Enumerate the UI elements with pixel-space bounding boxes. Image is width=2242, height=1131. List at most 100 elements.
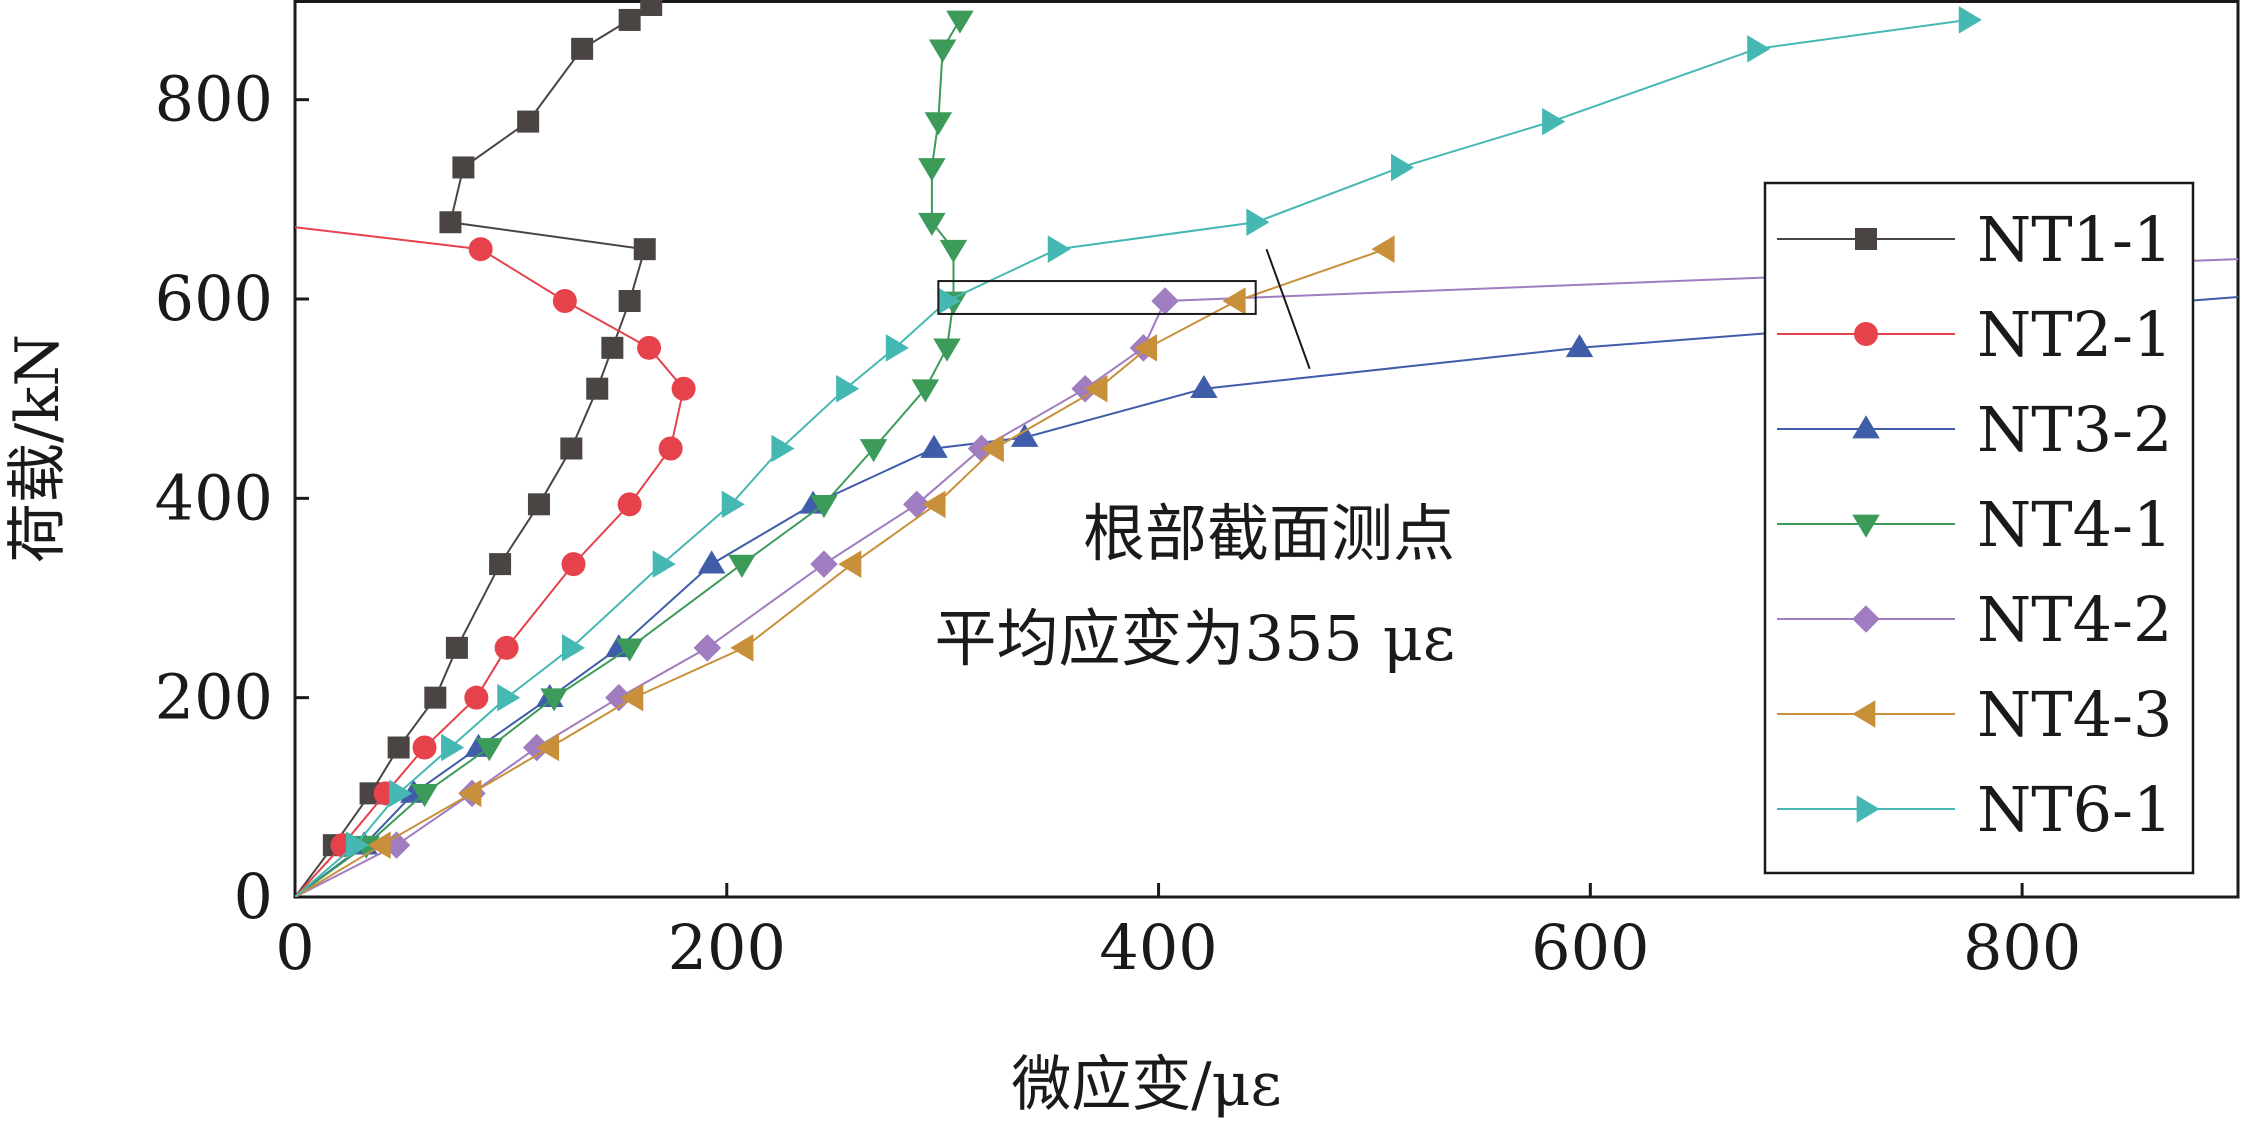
data-point: [389, 779, 413, 808]
data-point: [1246, 208, 1270, 237]
y-axis-ticks: 0 200 400 600 800: [155, 63, 309, 933]
data-point: [464, 685, 489, 710]
data-point: [810, 550, 838, 578]
data-point: [640, 0, 663, 16]
x-tick-label: 600: [1531, 911, 1649, 984]
data-point: [615, 638, 644, 662]
data-point: [441, 733, 465, 762]
data-point: [560, 437, 583, 460]
data-point: [410, 783, 439, 808]
series-NT4-3: [295, 235, 1395, 897]
y-tick-label: 200: [155, 661, 273, 734]
data-point: [412, 735, 437, 760]
data-point: [885, 334, 909, 362]
data-point: [693, 634, 722, 662]
data-point: [1151, 287, 1179, 315]
data-point: [561, 634, 586, 662]
data-point: [771, 434, 795, 463]
series-line: [295, 18, 1969, 897]
series-layer: [295, 0, 2238, 897]
legend-item: NT4-1: [1777, 488, 2172, 561]
data-point: [1565, 334, 1594, 358]
legend-swatch-marker: [1852, 605, 1880, 633]
data-point: [452, 156, 475, 179]
y-tick-label: 400: [155, 461, 273, 534]
data-point: [730, 634, 754, 662]
data-point: [497, 683, 521, 712]
data-point: [346, 831, 370, 859]
data-point: [1190, 374, 1218, 399]
legend: NT1-1 NT2-1 NT3-2 NT4-1 NT4-2 NT4-3 NT6-1: [1763, 181, 2195, 875]
data-point: [527, 493, 550, 516]
annotation-pointer: [1265, 248, 1311, 370]
legend-swatch-marker: [1852, 415, 1880, 439]
data-point: [458, 779, 482, 808]
data-point: [728, 554, 756, 578]
legend-item: NT6-1: [1777, 773, 2172, 846]
data-point: [561, 552, 586, 577]
data-point: [535, 733, 560, 762]
data-point: [658, 436, 683, 461]
data-point: [937, 287, 961, 315]
data-point: [475, 738, 504, 762]
legend-item: NT4-2: [1777, 583, 2172, 656]
series-NT6-1: [295, 6, 1982, 897]
data-point: [424, 686, 447, 709]
legend-swatch-marker: [1854, 322, 1878, 346]
x-tick-label: 200: [668, 911, 786, 984]
x-axis-ticks: 0 200 400 600 800: [275, 883, 2081, 984]
series-line: [295, 4, 652, 897]
data-point: [652, 550, 676, 578]
data-point: [586, 377, 609, 400]
x-tick-label: 400: [1099, 911, 1217, 984]
data-point: [697, 550, 726, 574]
data-point: [1047, 235, 1071, 263]
data-point: [618, 289, 641, 312]
data-point: [1542, 107, 1566, 136]
data-point: [571, 37, 594, 60]
data-point: [439, 211, 462, 234]
data-point: [903, 490, 931, 519]
legend-label: NT3-2: [1977, 393, 2172, 466]
data-point: [367, 831, 391, 859]
data-point: [810, 494, 838, 519]
series-NT1-1: [295, 0, 663, 897]
legend-label: NT1-1: [1977, 203, 2172, 276]
legend-item: NT3-2: [1777, 393, 2172, 466]
data-point: [911, 379, 940, 403]
legend-label: NT4-2: [1977, 583, 2172, 656]
x-tick-label: 0: [275, 911, 314, 984]
data-point: [633, 238, 656, 261]
series-line: [295, 248, 1386, 897]
data-point: [489, 553, 512, 576]
data-point: [918, 158, 946, 182]
data-point: [1747, 35, 1771, 63]
data-point: [620, 683, 644, 712]
x-tick-label: 800: [1963, 911, 2081, 984]
data-point: [517, 110, 540, 133]
x-axis-label: 微应变/με: [1011, 1050, 1281, 1120]
data-point: [1958, 6, 1982, 34]
annotation-box: [937, 280, 1257, 315]
data-point: [618, 8, 641, 31]
data-point: [1134, 334, 1158, 362]
data-point: [980, 434, 1004, 463]
y-axis-label: 荷载/kN: [3, 334, 73, 563]
data-point: [445, 636, 468, 659]
y-tick-label: 600: [155, 262, 273, 335]
legend-label: NT6-1: [1977, 773, 2172, 846]
data-point: [617, 492, 642, 517]
data-point: [939, 239, 968, 263]
data-point: [922, 490, 946, 519]
legend-item: NT1-1: [1777, 203, 2172, 276]
data-point: [1391, 153, 1415, 182]
legend-label: NT2-1: [1977, 298, 2172, 371]
data-point: [601, 336, 624, 359]
legend-item: NT4-3: [1777, 678, 2172, 751]
data-point: [671, 376, 696, 401]
data-point: [605, 683, 633, 712]
legend-item: NT2-1: [1777, 298, 2172, 371]
data-point: [494, 635, 519, 660]
